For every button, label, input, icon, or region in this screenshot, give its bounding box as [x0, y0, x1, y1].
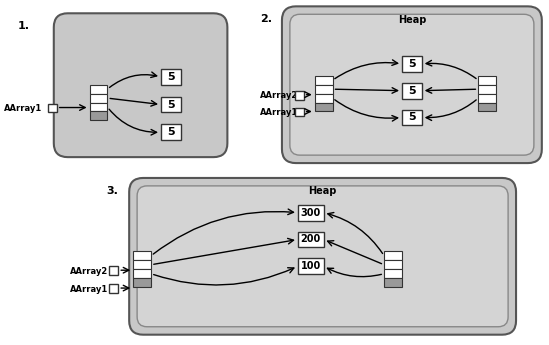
Bar [133, 252, 151, 260]
Text: 300: 300 [301, 208, 321, 218]
Bar [295, 91, 304, 100]
Bar [89, 93, 108, 102]
Text: 2.: 2. [260, 14, 272, 24]
Bar [384, 269, 402, 278]
Bar [402, 109, 422, 125]
Text: AArray2: AArray2 [70, 267, 108, 276]
Bar [384, 260, 402, 269]
Bar [89, 111, 108, 120]
FancyBboxPatch shape [54, 13, 227, 157]
Text: AArray1: AArray1 [70, 285, 108, 294]
Bar [384, 278, 402, 287]
Bar [161, 69, 181, 85]
Bar [478, 102, 496, 111]
Bar [89, 102, 108, 111]
FancyBboxPatch shape [282, 6, 542, 163]
Bar [478, 85, 496, 93]
Text: 5: 5 [167, 100, 175, 110]
Bar [89, 85, 108, 93]
Bar [315, 76, 333, 85]
Bar [478, 93, 496, 102]
Text: AArray1: AArray1 [260, 108, 298, 117]
Text: 5: 5 [167, 127, 175, 137]
Bar [109, 284, 118, 293]
Text: 3.: 3. [107, 186, 118, 196]
Bar [402, 56, 422, 72]
Bar [298, 258, 323, 274]
FancyBboxPatch shape [137, 186, 508, 327]
Text: 200: 200 [301, 235, 321, 245]
Bar [478, 76, 496, 85]
Bar [295, 108, 304, 117]
Bar [315, 85, 333, 93]
Text: Heap: Heap [397, 15, 426, 25]
Bar [315, 102, 333, 111]
Text: Heap: Heap [309, 186, 337, 196]
Bar [298, 231, 323, 247]
Bar [133, 278, 151, 287]
Bar [109, 266, 118, 275]
Text: 5: 5 [167, 72, 175, 82]
Bar [384, 252, 402, 260]
Text: 100: 100 [301, 261, 321, 271]
Text: 5: 5 [408, 112, 416, 122]
Bar [161, 125, 181, 140]
Bar [48, 104, 57, 112]
Bar [402, 83, 422, 99]
Text: AArray2: AArray2 [260, 91, 298, 100]
Text: AArray1: AArray1 [4, 104, 42, 113]
Bar [161, 97, 181, 112]
Text: 5: 5 [408, 59, 416, 69]
Bar [133, 269, 151, 278]
Bar [298, 205, 323, 220]
Bar [133, 260, 151, 269]
FancyBboxPatch shape [290, 14, 534, 155]
FancyBboxPatch shape [129, 178, 516, 335]
Text: 1.: 1. [18, 21, 30, 31]
Text: 5: 5 [408, 86, 416, 96]
Bar [315, 93, 333, 102]
